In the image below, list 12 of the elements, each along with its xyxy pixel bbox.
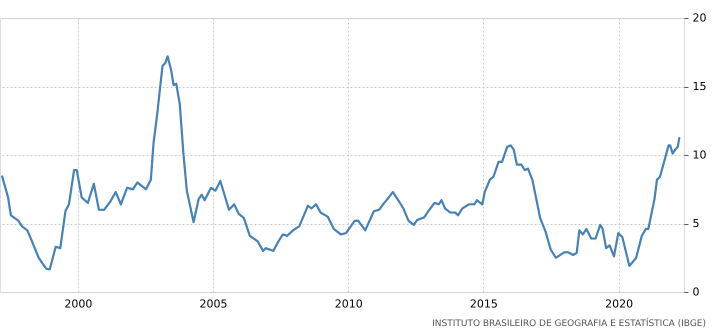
x-tick-label: 2010 xyxy=(334,298,363,310)
text: INSTITUTO BRASILEIRO DE GEOGRAFIA E ESTATÍSTICA (IBGE) xyxy=(432,317,706,329)
y-tick-label: 0 xyxy=(692,286,700,298)
x-tick-label: 2020 xyxy=(605,298,634,310)
x-tick-label: 2015 xyxy=(470,298,498,310)
x-tick-label: 2005 xyxy=(200,298,228,310)
y-tick-label: 20 xyxy=(692,12,706,24)
line-series xyxy=(0,55,681,270)
y-tick-label: 10 xyxy=(692,148,706,162)
y-tick-label: 5 xyxy=(692,217,700,230)
x-tick-label: 2000 xyxy=(64,298,92,310)
y-tick-label: 15 xyxy=(692,80,706,93)
